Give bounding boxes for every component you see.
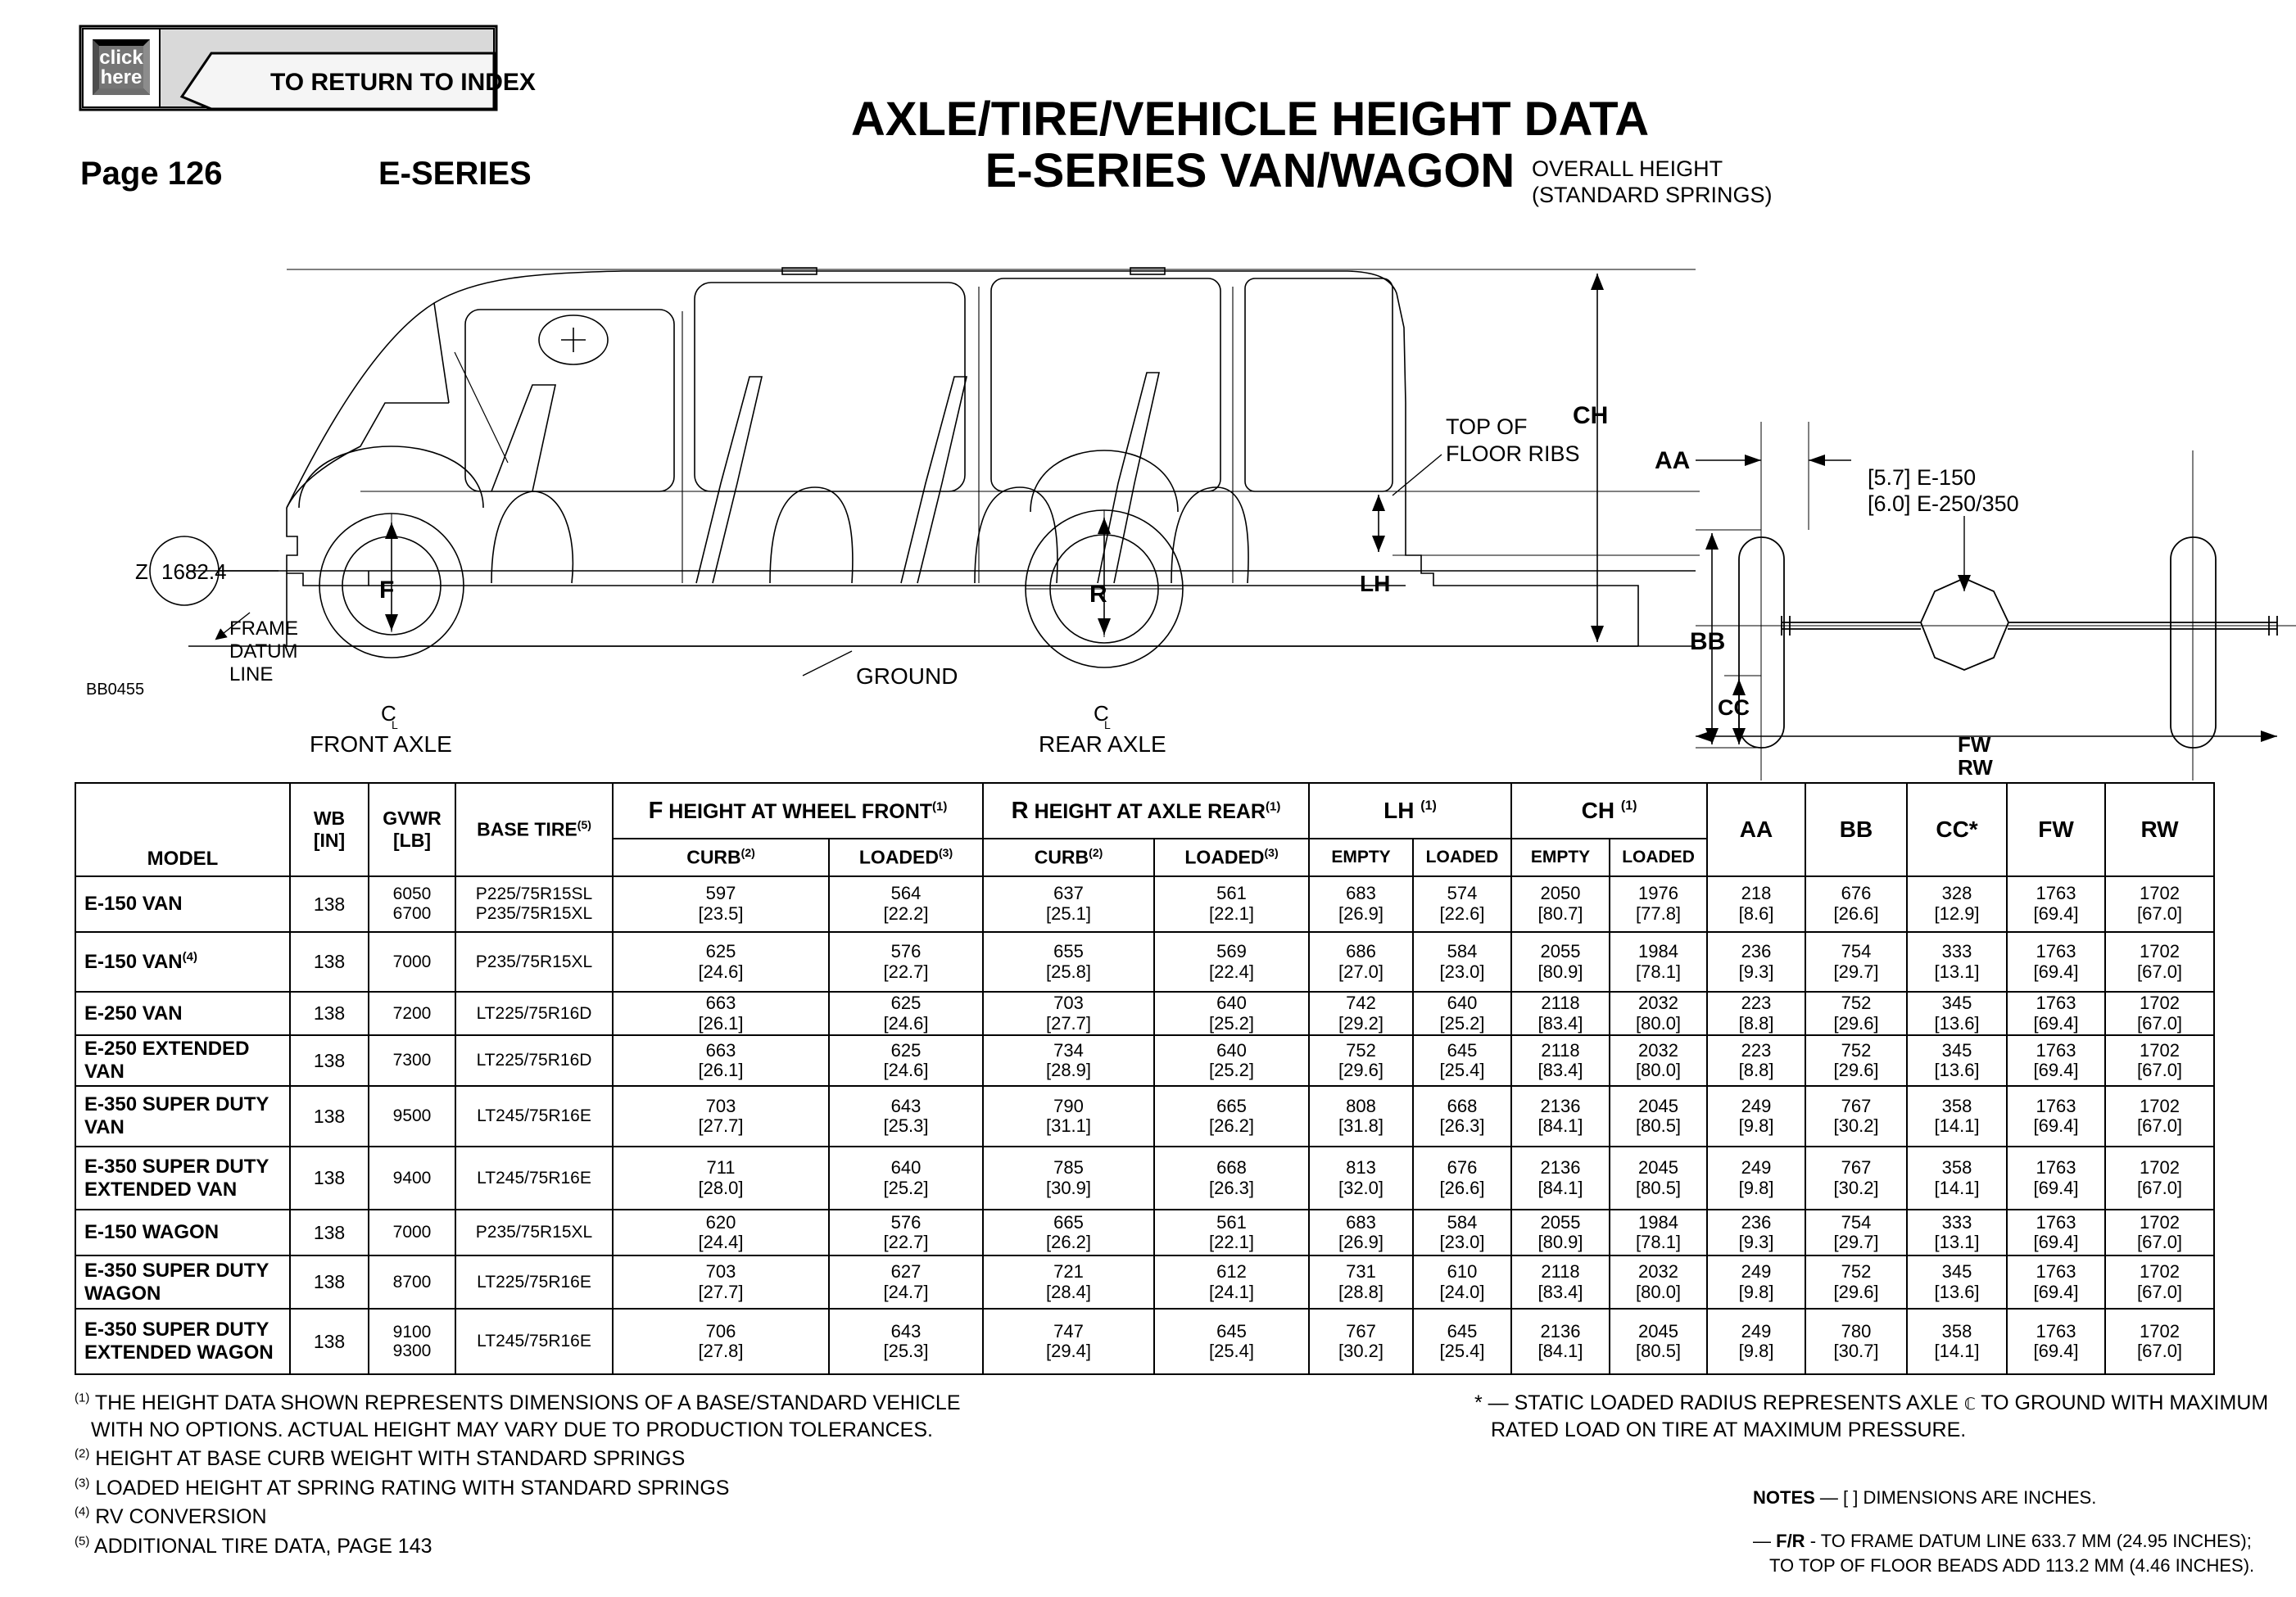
svg-text:F: F (379, 577, 394, 604)
svg-text:E-SERIES VAN/WAGON: E-SERIES VAN/WAGON (985, 144, 1515, 197)
svg-text:REAR AXLE: REAR AXLE (1039, 731, 1166, 757)
svg-text:CC: CC (1718, 695, 1750, 720)
svg-text:LH: LH (1360, 571, 1390, 596)
svg-text:FRONT AXLE: FRONT AXLE (310, 731, 452, 757)
svg-text:Page 126: Page 126 (80, 156, 222, 192)
svg-text:FLOOR RIBS: FLOOR RIBS (1446, 441, 1580, 466)
svg-text:Z: Z (135, 559, 148, 584)
svg-text:E-SERIES: E-SERIES (378, 156, 532, 192)
svg-text:AXLE/TIRE/VEHICLE HEIGHT DATA: AXLE/TIRE/VEHICLE HEIGHT DATA (851, 93, 1649, 146)
svg-text:1682.4: 1682.4 (161, 559, 227, 584)
svg-text:here: here (101, 66, 143, 88)
svg-text:DATUM: DATUM (229, 640, 298, 663)
svg-text:LINE: LINE (229, 663, 273, 685)
svg-text:(STANDARD SPRINGS): (STANDARD SPRINGS) (1532, 183, 1773, 207)
svg-text:L: L (1104, 718, 1111, 731)
svg-text:L: L (392, 718, 398, 731)
svg-text:[6.0] E-250/350: [6.0] E-250/350 (1868, 491, 2019, 516)
svg-text:[5.7] E-150: [5.7] E-150 (1868, 465, 1976, 490)
svg-text:BB: BB (1690, 628, 1725, 655)
svg-text:BB0455: BB0455 (86, 681, 144, 699)
svg-text:TOP OF: TOP OF (1446, 414, 1528, 439)
svg-text:RW: RW (1958, 755, 1993, 780)
svg-text:OVERALL HEIGHT: OVERALL HEIGHT (1532, 156, 1723, 181)
svg-text:click: click (99, 47, 143, 69)
svg-text:AA: AA (1655, 447, 1690, 474)
svg-text:TO RETURN TO INDEX: TO RETURN TO INDEX (270, 69, 536, 96)
svg-text:R: R (1089, 581, 1107, 608)
svg-text:GROUND: GROUND (856, 663, 958, 689)
svg-text:FW: FW (1958, 732, 1991, 757)
svg-text:CH: CH (1573, 402, 1608, 429)
